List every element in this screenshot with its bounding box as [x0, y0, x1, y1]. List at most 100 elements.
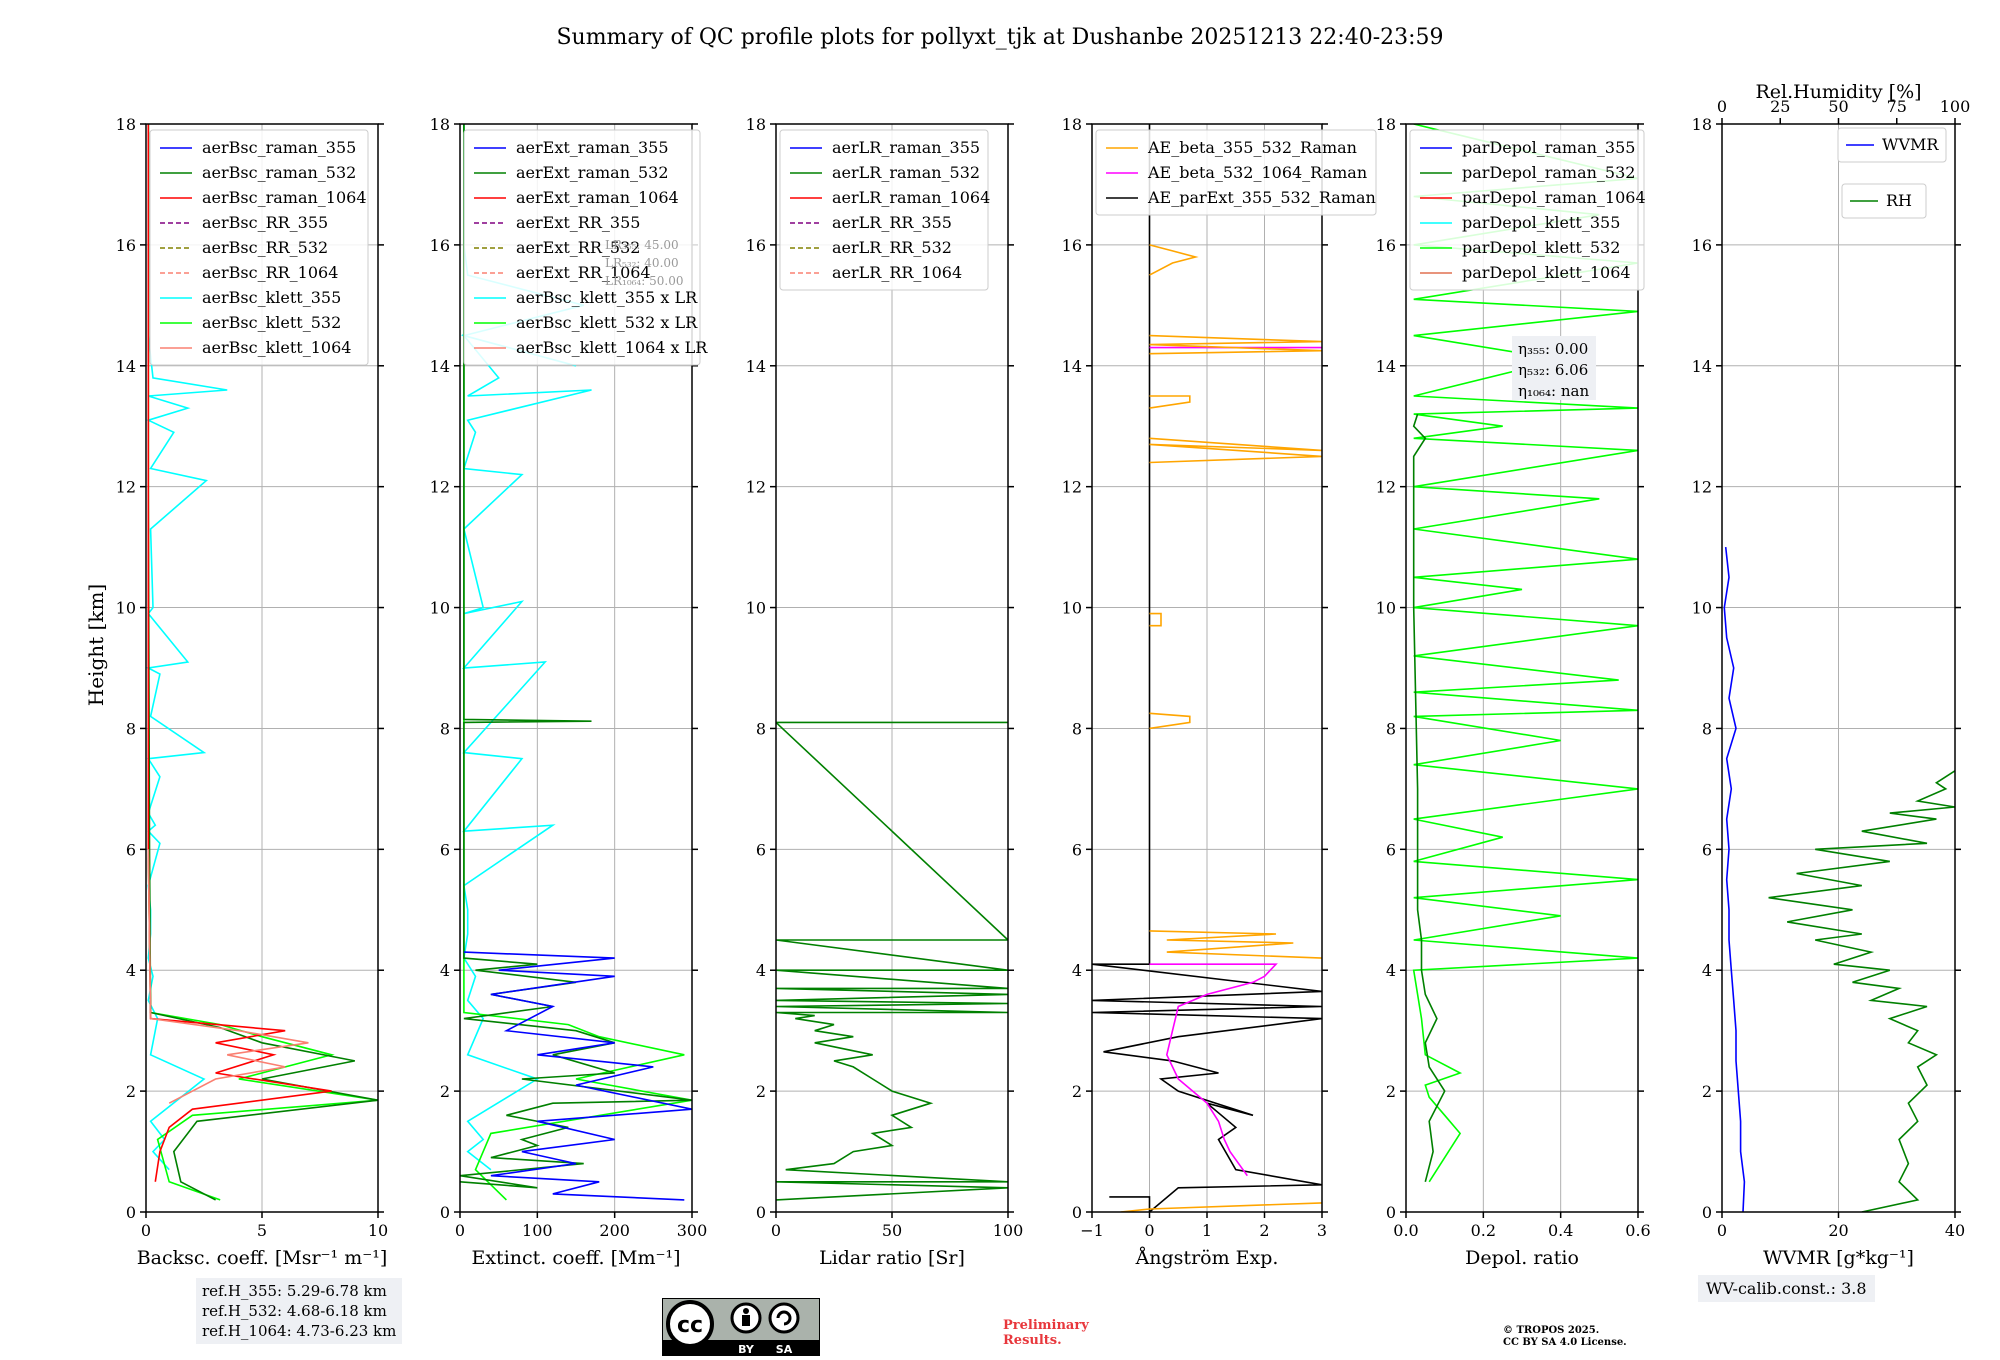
- y-tick-label: 12: [746, 478, 766, 497]
- y-tick-label: 6: [440, 840, 450, 859]
- legend-label: aerLR_raman_532: [832, 163, 980, 182]
- y-tick-label: 4: [1072, 961, 1082, 980]
- y-tick-label: 12: [1062, 478, 1082, 497]
- x-tick-label: 1: [1202, 1221, 1212, 1240]
- series-line-AE_beta_355_532_Raman_16km: [1149, 244, 1199, 276]
- x-tick-label: 5: [257, 1221, 267, 1240]
- series-line-aerExt_raman_532: [460, 124, 692, 1189]
- cc-logo-text: cc: [677, 1313, 703, 1338]
- x-tick-label: 0.4: [1548, 1221, 1573, 1240]
- legend-label: parDepol_raman_532: [1462, 163, 1635, 182]
- y-tick-label: 12: [116, 478, 136, 497]
- x-tick-label: 10: [368, 1221, 388, 1240]
- legend-label: aerBsc_klett_532 x LR: [516, 313, 698, 332]
- panel-5: 0.0 0.2 0.4 0.6 0 2 4 6 8 10 12 14 16 18 Depol. ratio p…: [1376, 115, 1651, 1269]
- x-tick-label: −1: [1080, 1221, 1104, 1240]
- legend-label: aerBsc_RR_532: [202, 238, 328, 257]
- y-tick-label: 0: [1072, 1203, 1082, 1222]
- series-line-AE_beta_355_532_Raman: [1120, 1202, 1322, 1212]
- y-tick-label: 10: [746, 599, 766, 618]
- y-tick-label: 8: [1702, 719, 1712, 738]
- y-tick-label: 18: [116, 115, 136, 134]
- legend-box: [149, 129, 369, 366]
- x-tick-label: 3: [1317, 1221, 1327, 1240]
- legend-label: aerLR_raman_1064: [832, 188, 990, 207]
- y-tick-label: 18: [1062, 115, 1082, 134]
- ref-height-355: ref.H_355: 5.29-6.78 km: [202, 1282, 387, 1300]
- x-tick-label: 40: [1945, 1221, 1965, 1240]
- y-tick-label: 10: [1692, 599, 1712, 618]
- legend-label: aerLR_raman_355: [832, 138, 980, 157]
- y-tick-label: 14: [430, 357, 450, 376]
- y-tick-label: 10: [1376, 599, 1396, 618]
- legend-label: aerBsc_raman_532: [202, 163, 356, 182]
- series-line-AE_beta_355_532_Raman_14km: [1149, 334, 1322, 355]
- x-tick-label: 0: [455, 1221, 465, 1240]
- top-x-tick-label: 25: [1770, 97, 1790, 116]
- legend-box-rh: [1841, 183, 1927, 219]
- legend-label: aerBsc_RR_355: [202, 213, 328, 232]
- cc-logo-icon: [666, 1300, 714, 1348]
- preliminary-line-1: Preliminary: [1003, 1318, 1089, 1333]
- x-tick-label: 2: [1259, 1221, 1269, 1240]
- legend-label: aerLR_RR_532: [832, 238, 952, 257]
- wv-calibration-box: WV-calib.const.: 3.8: [1698, 1275, 1875, 1302]
- y-tick-label: 4: [1386, 961, 1396, 980]
- y-tick-label: 8: [756, 719, 766, 738]
- eta-box: [1512, 336, 1596, 400]
- series-line-AE_parExt_355_532_Raman: [1092, 124, 1322, 1212]
- y-tick-label: 12: [430, 478, 450, 497]
- y-tick-label: 10: [430, 599, 450, 618]
- x-tick-label: 0: [1717, 1221, 1727, 1240]
- y-tick-label: 18: [430, 115, 450, 134]
- series-line-aerLR_raman_532: [776, 721, 1008, 1201]
- y-tick-label: 8: [1386, 719, 1396, 738]
- y-tick-label: 0: [126, 1203, 136, 1222]
- x-tick-label: 0: [771, 1221, 781, 1240]
- legend-label: aerBsc_RR_1064: [202, 263, 338, 282]
- y-tick-label: 0: [756, 1203, 766, 1222]
- top-x-tick-label: 100: [1940, 97, 1971, 116]
- x-tick-label: 200: [599, 1221, 630, 1240]
- y-tick-label: 0: [1386, 1203, 1396, 1222]
- y-tick-label: 0: [440, 1203, 450, 1222]
- y-axis-label: Height [km]: [84, 584, 108, 706]
- y-tick-label: 12: [1376, 478, 1396, 497]
- y-tick-label: 8: [126, 719, 136, 738]
- y-tick-label: 14: [1062, 357, 1082, 376]
- legend-label: aerExt_RR_355: [516, 213, 640, 232]
- y-tick-label: 8: [440, 719, 450, 738]
- y-tick-label: 16: [116, 236, 136, 255]
- series-line-AE_beta_532_1064_Raman: [1149, 963, 1278, 1177]
- legend-label: aerLR_RR_1064: [832, 263, 962, 282]
- panel-1: 0 5 10 0 2 4 6 8 10 12 14 16 18 Backsc. coeff. [Msr⁻¹…: [116, 115, 389, 1269]
- person-body: [742, 1315, 750, 1326]
- series-line-AE_beta_355_532_Raman_13km: [1149, 395, 1191, 409]
- preliminary-results-note: Preliminary Results.: [1003, 1318, 1089, 1348]
- legend-label: aerExt_raman_355: [516, 138, 669, 157]
- y-tick-label: 4: [756, 961, 766, 980]
- legend-label: aerExt_raman_1064: [516, 188, 679, 207]
- preliminary-line-2: Results.: [1003, 1333, 1062, 1348]
- series-line-WVMR: [1723, 547, 1746, 1212]
- x-tick-label: 0.2: [1471, 1221, 1496, 1240]
- legend-label: aerBsc_klett_532: [202, 313, 341, 332]
- series-line-RH_as_WVMR_scale: [1768, 770, 1955, 1212]
- y-tick-label: 16: [1376, 236, 1396, 255]
- legend-label: aerExt_RR_1064: [516, 263, 651, 282]
- axes-frame: [459, 123, 693, 1213]
- y-tick-label: 10: [116, 599, 136, 618]
- y-tick-label: 6: [1702, 840, 1712, 859]
- y-tick-label: 6: [756, 840, 766, 859]
- y-tick-label: 2: [440, 1082, 450, 1101]
- legend-label: parDepol_klett_1064: [1462, 263, 1631, 282]
- y-tick-label: 2: [1702, 1082, 1712, 1101]
- legend-label: WVMR: [1882, 135, 1939, 154]
- y-tick-label: 4: [440, 961, 450, 980]
- ref-height-532: ref.H_532: 4.68-6.18 km: [202, 1302, 387, 1320]
- figure-title: Summary of QC profile plots for pollyxt_…: [556, 25, 1443, 50]
- lidar-ratio-label: LR₅₃₂: 40.00: [605, 256, 679, 270]
- x-axis-label: Depol. ratio: [1465, 1247, 1579, 1269]
